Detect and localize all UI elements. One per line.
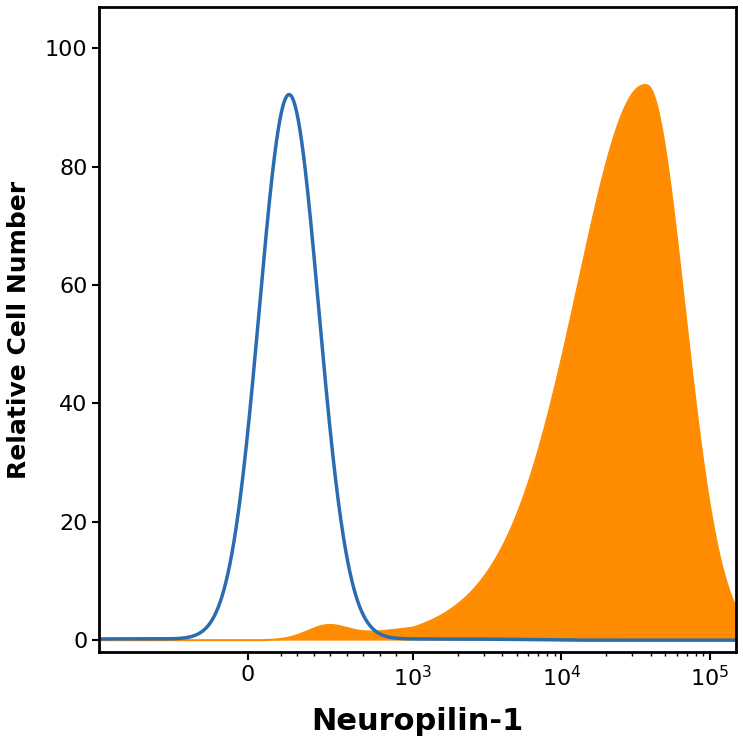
X-axis label: Neuropilin-1: Neuropilin-1: [311, 707, 524, 736]
Y-axis label: Relative Cell Number: Relative Cell Number: [7, 181, 31, 478]
